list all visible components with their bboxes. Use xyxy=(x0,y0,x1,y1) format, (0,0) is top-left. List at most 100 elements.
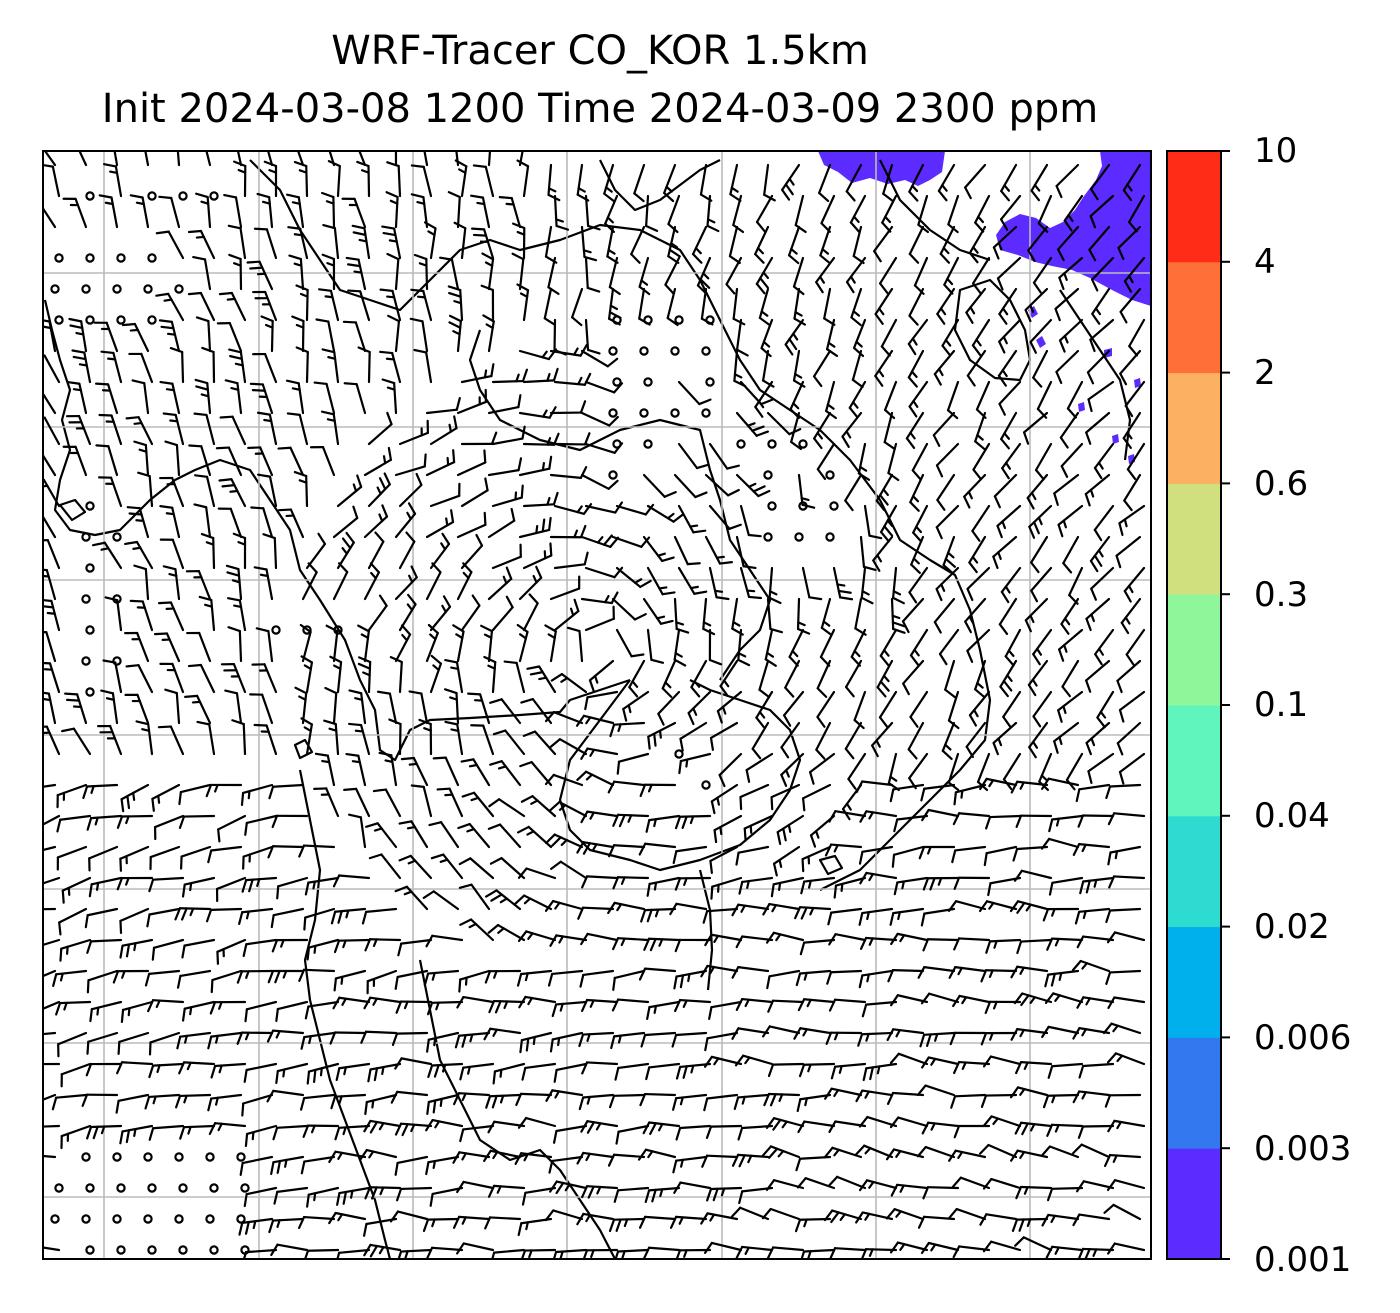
wind-barb xyxy=(144,969,181,987)
wind-barb xyxy=(522,593,539,632)
wind-barb xyxy=(790,411,803,451)
wind-barb xyxy=(116,1061,154,1075)
wind-barb xyxy=(425,562,442,601)
wind-barb xyxy=(427,1062,464,1079)
wind-barb xyxy=(244,814,278,836)
wind-barb xyxy=(863,504,883,540)
wind-barb xyxy=(889,1116,929,1129)
calm-wind-circle xyxy=(85,687,95,697)
wind-barb xyxy=(907,721,925,760)
wind-barb xyxy=(1047,1062,1084,1079)
wind-barb xyxy=(1086,349,1111,385)
wind-barb xyxy=(348,722,371,756)
wind-barb xyxy=(1107,1119,1146,1133)
wind-barb xyxy=(992,535,1018,570)
wind-barb xyxy=(763,1092,801,1107)
wind-barb xyxy=(328,1211,367,1225)
calm-wind-circle xyxy=(639,408,649,418)
calm-wind-circle xyxy=(612,439,622,449)
wind-barb xyxy=(1010,965,1049,979)
wind-barb xyxy=(262,533,278,570)
wind-barb xyxy=(796,1093,832,1113)
wind-barb xyxy=(1122,163,1142,201)
calm-wind-circle xyxy=(271,625,281,635)
wind-barb xyxy=(195,192,212,229)
wind-barb xyxy=(1096,690,1115,729)
wind-barb xyxy=(124,693,150,725)
wind-barb xyxy=(456,511,487,539)
wind-barb xyxy=(911,442,929,481)
wind-barb xyxy=(458,969,491,993)
wind-barb xyxy=(613,1186,650,1203)
wind-barb xyxy=(544,624,557,663)
wind-barb xyxy=(256,192,274,229)
wind-barb xyxy=(129,599,154,632)
wind-barb xyxy=(780,752,805,787)
calm-wind-circle xyxy=(116,1183,126,1193)
wind-barb xyxy=(731,1027,770,1040)
wind-barb xyxy=(425,396,461,415)
wind-barb xyxy=(333,969,367,992)
wind-barb xyxy=(1087,380,1115,413)
wind-barb xyxy=(657,690,681,726)
wind-barb xyxy=(640,1031,677,1048)
wind-barb xyxy=(458,883,491,911)
wind-barb xyxy=(1011,1217,1049,1232)
wind-barb xyxy=(935,566,960,602)
wind-barb xyxy=(304,1000,340,1020)
wind-barb xyxy=(1057,690,1084,723)
wind-barb xyxy=(800,876,836,895)
wind-barb xyxy=(935,504,960,540)
wind-barb xyxy=(704,1031,739,1052)
wind-barb xyxy=(322,223,340,260)
calm-wind-circle xyxy=(174,1214,184,1224)
wind-barb xyxy=(149,845,181,871)
wind-barb xyxy=(642,1121,681,1136)
wind-barb xyxy=(622,690,650,722)
wind-barb xyxy=(43,661,61,694)
wind-barb xyxy=(88,876,123,898)
calm-wind-circle xyxy=(81,1214,91,1224)
wind-barb xyxy=(708,442,740,470)
wind-barb xyxy=(827,907,863,926)
wind-barb xyxy=(936,473,956,511)
wind-barb xyxy=(159,505,181,539)
calm-wind-circle xyxy=(763,532,773,542)
wind-barb xyxy=(1085,597,1111,632)
wind-barb xyxy=(1123,473,1142,512)
wind-barb xyxy=(873,225,894,263)
wind-barb xyxy=(739,380,774,406)
wind-barb xyxy=(328,151,336,167)
calm-wind-circle xyxy=(50,284,60,294)
wind-barb xyxy=(552,1248,588,1259)
wind-barb xyxy=(303,1248,340,1259)
wind-barb xyxy=(1072,843,1111,856)
wind-barb xyxy=(998,380,1022,416)
wind-barb xyxy=(95,444,119,477)
wind-barb xyxy=(673,473,708,499)
wind-barb xyxy=(553,598,580,632)
wind-barb xyxy=(61,876,92,904)
colorbar-tick-label: 4 xyxy=(1254,242,1276,282)
wind-barb xyxy=(51,1093,88,1111)
colorbar-tick-label: 0.3 xyxy=(1254,575,1309,615)
coastline-islet xyxy=(58,498,87,522)
wind-barb xyxy=(194,474,216,508)
wind-barb xyxy=(516,969,553,987)
wind-barb xyxy=(144,1093,181,1110)
wind-barb xyxy=(813,411,832,450)
coastline-west-lower xyxy=(298,769,392,1259)
calm-wind-circle xyxy=(670,346,680,356)
wind-barb xyxy=(644,1186,681,1203)
wind-barb xyxy=(545,1089,584,1102)
wind-barb xyxy=(1034,442,1053,481)
wind-barb xyxy=(1000,163,1018,202)
wind-barb xyxy=(889,1052,929,1066)
wind-barb xyxy=(485,889,522,911)
wind-barb xyxy=(487,1120,526,1134)
wind-barb xyxy=(286,193,305,229)
wind-barb xyxy=(999,194,1022,231)
wind-barb xyxy=(135,720,154,756)
wind-barb xyxy=(878,690,898,729)
calm-wind-circle xyxy=(209,1183,219,1193)
